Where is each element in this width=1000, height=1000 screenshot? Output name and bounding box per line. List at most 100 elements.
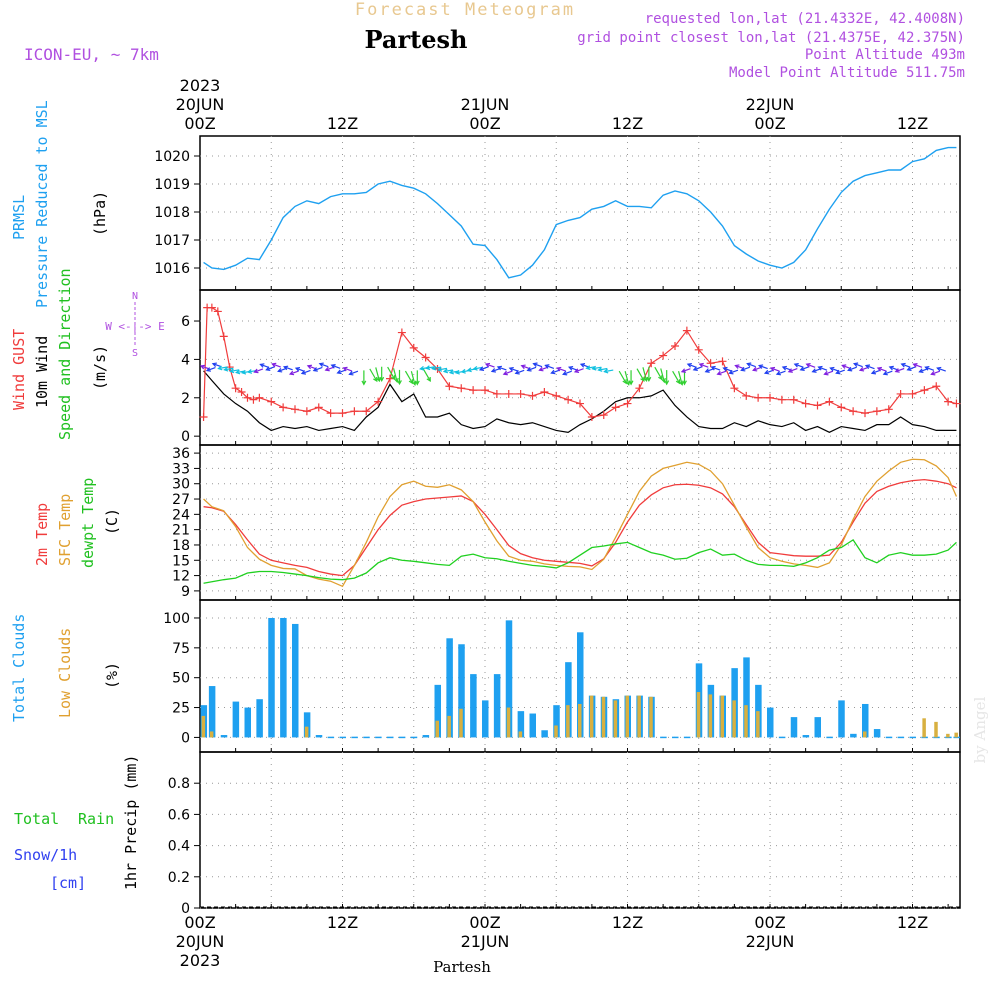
wind-direction-arrow	[265, 366, 276, 371]
wind-direction-arrow	[852, 362, 863, 368]
low-cloud-bar	[201, 715, 206, 738]
wind-direction-arrow	[496, 365, 507, 371]
arrow-head	[393, 377, 399, 384]
y-tick-label: 15	[172, 553, 190, 569]
arrow-shaft	[853, 363, 863, 368]
arrow-shaft	[681, 368, 691, 373]
arrow-shaft	[438, 367, 448, 371]
wind-direction-arrow	[805, 362, 816, 368]
time-label: 00Z	[754, 913, 785, 932]
gust-marker	[623, 399, 632, 408]
wind-direction-arrow	[369, 368, 378, 383]
arrow-shaft	[895, 367, 905, 373]
gust-marker	[338, 409, 347, 418]
point-altitude: Point Altitude 493m	[805, 47, 965, 63]
arrow-head	[823, 370, 829, 376]
y-tick-label: 24	[172, 507, 190, 523]
arrow-head	[538, 366, 544, 372]
total-cloud-bar	[256, 699, 263, 738]
arrow-head	[271, 362, 277, 368]
gust-marker	[659, 351, 668, 360]
gust-marker	[861, 409, 869, 418]
gust-marker	[908, 389, 917, 398]
y-tick-label: 0.2	[168, 870, 190, 886]
arrow-head	[646, 376, 652, 382]
arrow-head	[858, 366, 865, 372]
gust-marker	[362, 407, 371, 416]
y-tick-label: 33	[172, 461, 190, 477]
gust-marker	[540, 388, 549, 397]
wind-direction-arrow	[710, 365, 721, 371]
arrow-shaft	[313, 366, 323, 372]
arrow-head	[675, 379, 681, 385]
gust-marker	[952, 399, 961, 408]
y-tick-label: 0	[181, 901, 190, 917]
low-cloud-bar	[554, 725, 558, 738]
arrow-head	[324, 366, 330, 372]
arrow-head	[805, 362, 811, 368]
gust-marker	[742, 391, 751, 400]
wind-direction-arrow	[686, 362, 697, 368]
arrow-shaft	[747, 363, 756, 368]
wind-direction-arrow	[722, 366, 733, 372]
gust-marker	[199, 412, 208, 421]
gust-marker	[801, 399, 810, 408]
arrow-head	[460, 368, 466, 374]
gust-label: Wind GUST	[10, 329, 28, 410]
wind-direction-arrow	[664, 370, 670, 386]
arrow-head	[597, 367, 603, 372]
arrow-head	[686, 362, 692, 368]
gust-marker	[694, 345, 703, 354]
gust-marker	[884, 405, 893, 414]
arrow-shaft	[319, 363, 329, 368]
gust-marker	[849, 407, 858, 416]
arrow-head	[680, 368, 687, 373]
time-label: 12Z	[327, 913, 358, 932]
series-gust-line	[202, 306, 957, 418]
arrow-head	[704, 368, 710, 373]
arrow-shaft	[741, 366, 751, 371]
arrow-head	[478, 366, 485, 371]
y-tick-label: 1017	[154, 233, 190, 249]
arrow-shaft	[931, 370, 941, 375]
gust-marker	[682, 326, 691, 335]
y-tick-label: 1019	[154, 177, 190, 193]
series-sfc-line	[203, 458, 958, 588]
gust-marker	[314, 403, 323, 412]
wind-direction-arrow	[430, 365, 442, 371]
gust-marker	[754, 393, 763, 402]
time-label: 00Z	[469, 913, 500, 932]
watermark: by Angel	[971, 696, 989, 763]
arrow-head	[799, 366, 805, 371]
gust-marker	[397, 328, 406, 337]
gust-marker	[249, 395, 258, 404]
arrow-shaft	[776, 370, 786, 375]
arrow-head	[253, 368, 259, 374]
wind-direction-arrow	[294, 366, 305, 372]
arrow-head	[682, 380, 687, 386]
gust-marker	[243, 393, 252, 402]
direction-label: Speed and Direction	[56, 268, 74, 440]
arrow-head	[775, 370, 782, 376]
arrow-head	[579, 363, 586, 368]
time-label: 22JUN	[746, 932, 795, 951]
wind-direction-arrow	[414, 370, 420, 386]
series-dew-line	[203, 538, 957, 584]
y-tick-label: 75	[172, 641, 190, 657]
arrow-shaft	[485, 363, 495, 368]
low-cloud-bar	[601, 696, 606, 738]
arrow-head	[622, 379, 627, 385]
arrow-shaft	[871, 369, 881, 374]
total-cloud-bar	[755, 684, 762, 738]
low-cloud-bar	[304, 726, 309, 738]
arrow-head	[397, 380, 402, 386]
wind-direction-arrow	[478, 366, 489, 371]
arrow-head	[312, 367, 318, 372]
total-cloud-bar	[505, 620, 513, 738]
arrow-head	[318, 362, 324, 368]
wind-direction-arrow	[894, 367, 905, 373]
precip-labels: Total Rain Snow/1h [cm] 1hr Precip (mm)	[14, 755, 140, 892]
low-cloud-bar	[506, 707, 511, 738]
arrow-shaft	[473, 366, 483, 370]
